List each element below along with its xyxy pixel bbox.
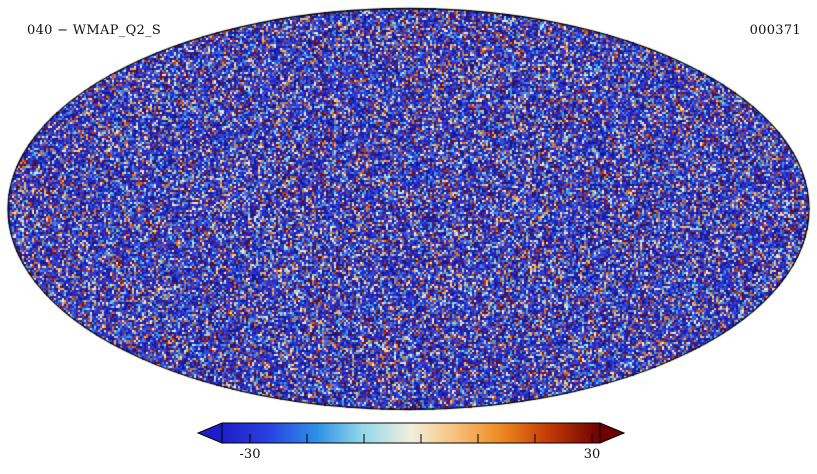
map-title: 040 − WMAP_Q2_S	[27, 23, 162, 38]
colorbar	[196, 421, 626, 447]
colorbar-left-arrow-icon	[196, 422, 223, 444]
colorbar-svg	[196, 422, 626, 444]
colorbar-min-label: -30	[239, 447, 261, 462]
colorbar-max-label: 30	[583, 447, 601, 462]
colorbar-gradient	[221, 422, 601, 444]
colorbar-right-arrow-icon	[599, 422, 626, 444]
frame-number: 000371	[749, 23, 801, 38]
sky-map-canvas	[0, 0, 817, 418]
